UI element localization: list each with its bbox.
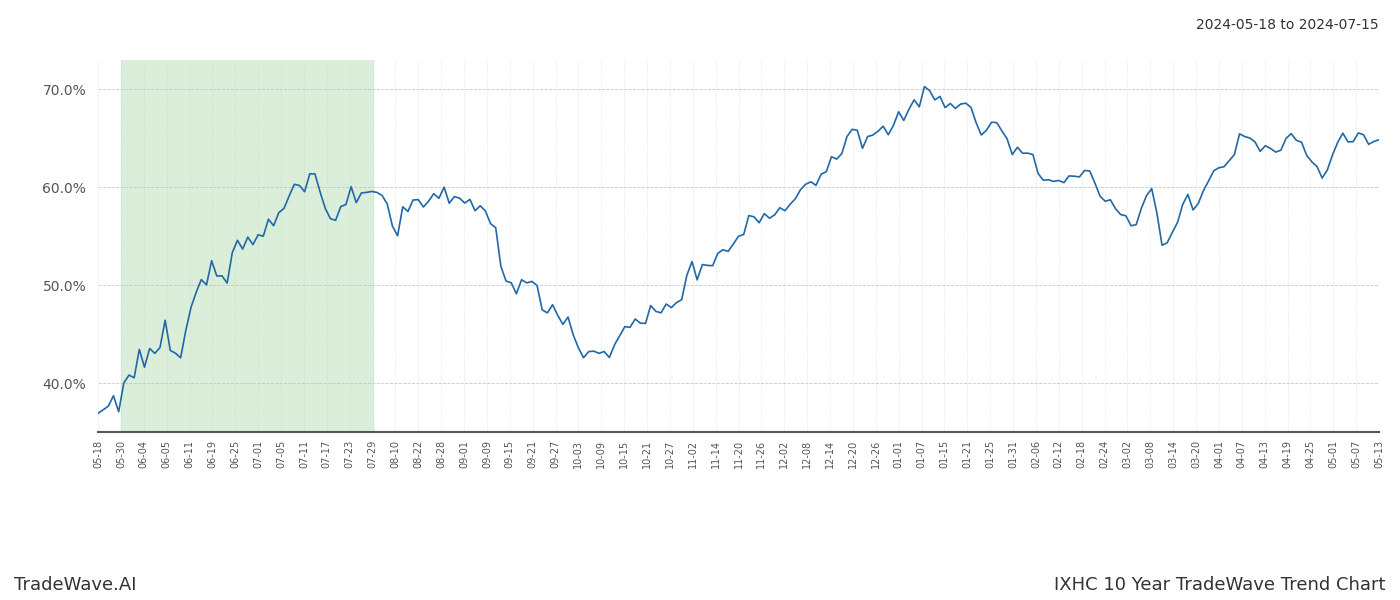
Text: IXHC 10 Year TradeWave Trend Chart: IXHC 10 Year TradeWave Trend Chart	[1054, 576, 1386, 594]
Text: 2024-05-18 to 2024-07-15: 2024-05-18 to 2024-07-15	[1197, 18, 1379, 32]
Bar	[120, 60, 372, 432]
Text: TradeWave.AI: TradeWave.AI	[14, 576, 137, 594]
